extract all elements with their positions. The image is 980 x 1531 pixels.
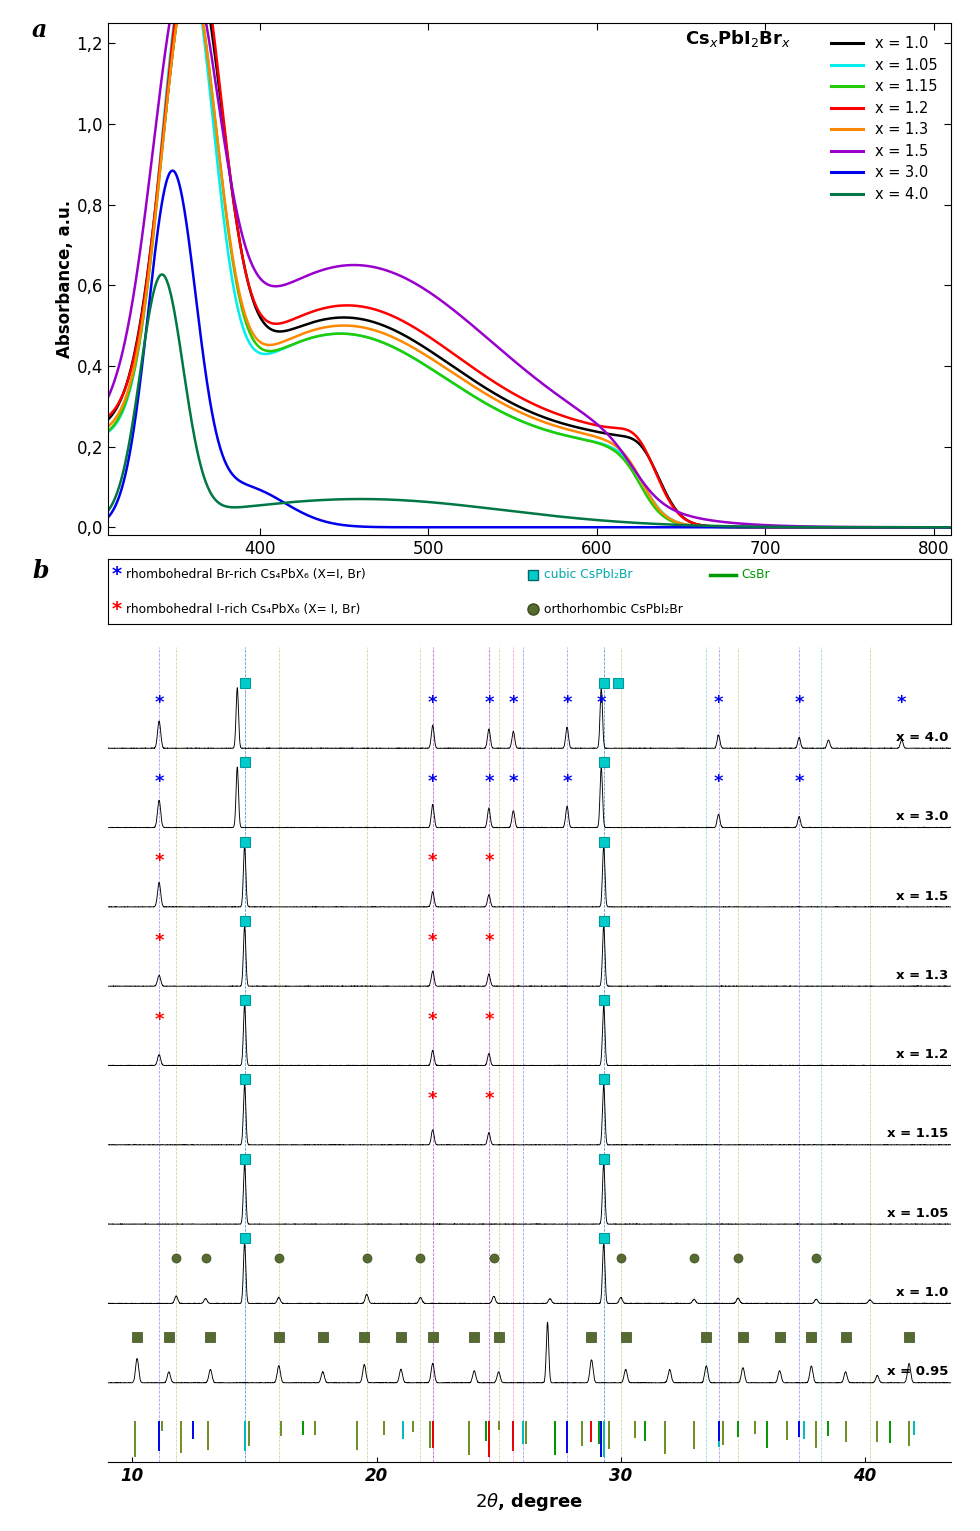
Text: *: * xyxy=(428,773,437,792)
Text: x = 0.95: x = 0.95 xyxy=(887,1366,949,1378)
Text: x = 3.0: x = 3.0 xyxy=(896,810,949,824)
Text: *: * xyxy=(428,1010,437,1029)
Text: *: * xyxy=(563,694,571,712)
Text: *: * xyxy=(484,1090,494,1108)
Text: *: * xyxy=(155,694,164,712)
Text: x = 1.5: x = 1.5 xyxy=(896,890,949,903)
Text: *: * xyxy=(428,694,437,712)
Text: a: a xyxy=(32,18,47,41)
Text: orthorhombic CsPbI₂Br: orthorhombic CsPbI₂Br xyxy=(544,603,683,615)
X-axis label: Wavelength, nm: Wavelength, nm xyxy=(447,563,612,582)
Text: *: * xyxy=(795,773,804,792)
Text: *: * xyxy=(484,932,494,949)
Text: *: * xyxy=(484,773,494,792)
Text: *: * xyxy=(563,773,571,792)
Text: *: * xyxy=(713,773,723,792)
Text: CsBr: CsBr xyxy=(742,568,770,582)
Text: *: * xyxy=(509,773,518,792)
Text: x = 1.2: x = 1.2 xyxy=(896,1049,949,1061)
Text: *: * xyxy=(155,1010,164,1029)
Text: *: * xyxy=(155,773,164,792)
Text: rhombohedral I-rich Cs₄PbX₆ (X= I, Br): rhombohedral I-rich Cs₄PbX₆ (X= I, Br) xyxy=(126,603,361,615)
Text: *: * xyxy=(597,694,606,712)
Text: *: * xyxy=(509,694,518,712)
Text: x = 4.0: x = 4.0 xyxy=(896,730,949,744)
Y-axis label: Absorbance, a.u.: Absorbance, a.u. xyxy=(56,201,74,358)
Text: *: * xyxy=(428,1090,437,1108)
Text: Cs$_x$PbI$_2$Br$_x$: Cs$_x$PbI$_2$Br$_x$ xyxy=(685,28,791,49)
Text: *: * xyxy=(795,694,804,712)
Text: *: * xyxy=(484,853,494,871)
Text: *: * xyxy=(428,853,437,871)
Text: cubic CsPbI₂Br: cubic CsPbI₂Br xyxy=(544,568,633,582)
Legend: x = 1.0, x = 1.05, x = 1.15, x = 1.2, x = 1.3, x = 1.5, x = 3.0, x = 4.0: x = 1.0, x = 1.05, x = 1.15, x = 1.2, x … xyxy=(825,31,944,208)
Text: rhombohedral Br-rich Cs₄PbX₆ (X=I, Br): rhombohedral Br-rich Cs₄PbX₆ (X=I, Br) xyxy=(126,568,367,582)
Text: *: * xyxy=(112,600,122,619)
Text: x = 1.15: x = 1.15 xyxy=(887,1127,949,1141)
Text: *: * xyxy=(713,694,723,712)
Text: b: b xyxy=(32,559,48,583)
Text: *: * xyxy=(155,853,164,871)
Text: *: * xyxy=(112,565,122,585)
Text: *: * xyxy=(155,932,164,949)
Text: *: * xyxy=(428,932,437,949)
Text: x = 1.3: x = 1.3 xyxy=(896,969,949,981)
X-axis label: $2\theta$, degree: $2\theta$, degree xyxy=(475,1491,583,1513)
Text: *: * xyxy=(897,694,906,712)
Text: *: * xyxy=(484,1010,494,1029)
Text: x = 1.05: x = 1.05 xyxy=(887,1206,949,1220)
Text: x = 1.0: x = 1.0 xyxy=(896,1286,949,1300)
Text: *: * xyxy=(484,694,494,712)
